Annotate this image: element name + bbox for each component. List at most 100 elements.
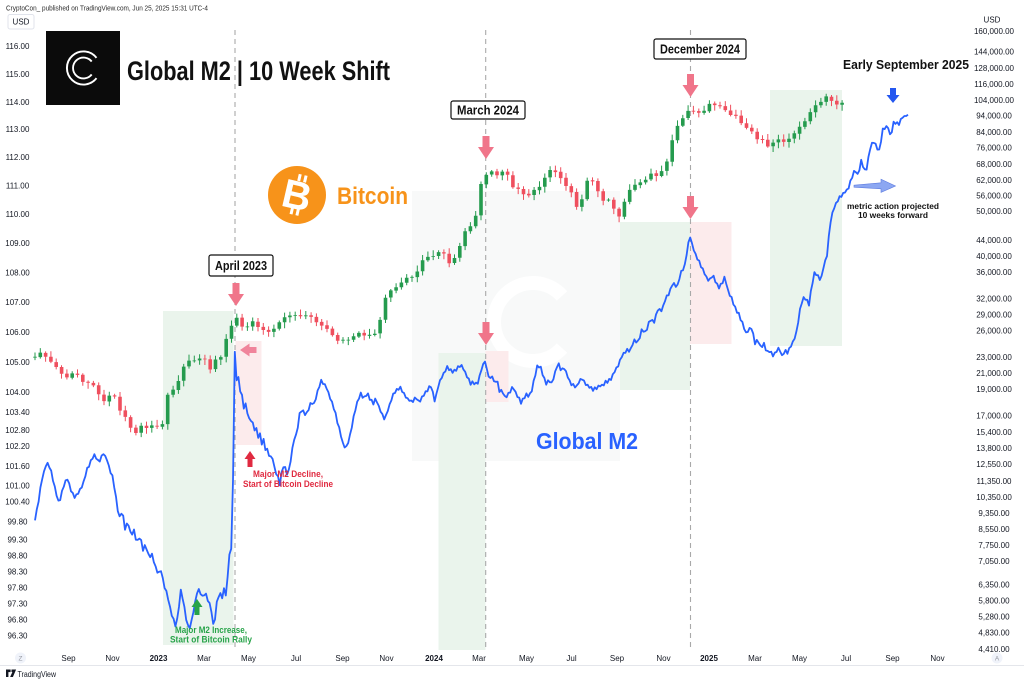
svg-text:160,000.00: 160,000.00 <box>974 27 1015 36</box>
svg-text:May: May <box>241 654 256 663</box>
svg-text:111.00: 111.00 <box>6 181 30 190</box>
svg-text:Major M2 Increase,: Major M2 Increase, <box>175 625 247 636</box>
svg-text:6,350.00: 6,350.00 <box>978 580 1010 589</box>
svg-text:102.80: 102.80 <box>5 426 30 435</box>
svg-text:2023: 2023 <box>150 654 168 663</box>
svg-text:Jul: Jul <box>566 654 576 663</box>
svg-text:17,000.00: 17,000.00 <box>976 411 1012 420</box>
svg-text:98.30: 98.30 <box>7 567 28 576</box>
svg-text:Nov: Nov <box>930 654 944 663</box>
svg-text:112.00: 112.00 <box>6 153 30 162</box>
svg-text:99.80: 99.80 <box>7 517 28 526</box>
svg-text:98.80: 98.80 <box>7 551 28 560</box>
svg-text:Nov: Nov <box>105 654 119 663</box>
svg-text:2025: 2025 <box>700 654 718 663</box>
svg-text:96.30: 96.30 <box>7 631 28 640</box>
svg-text:116,000.00: 116,000.00 <box>974 80 1014 89</box>
svg-text:metric action projected: metric action projected <box>847 202 939 211</box>
svg-text:May: May <box>792 654 807 663</box>
svg-text:Early September 2025: Early September 2025 <box>843 57 969 72</box>
svg-text:11,350.00: 11,350.00 <box>977 477 1013 486</box>
svg-text:CryptoCon_ published on Tradin: CryptoCon_ published on TradingView.com,… <box>6 4 208 13</box>
svg-text:Mar: Mar <box>197 654 211 663</box>
svg-text:TradingView: TradingView <box>18 670 57 679</box>
svg-text:4,830.00: 4,830.00 <box>978 628 1010 637</box>
svg-text:32,000.00: 32,000.00 <box>976 294 1012 303</box>
svg-text:103.40: 103.40 <box>5 408 30 417</box>
svg-text:36,000.00: 36,000.00 <box>976 268 1012 277</box>
svg-text:April 2023: April 2023 <box>215 259 267 273</box>
svg-text:May: May <box>519 654 534 663</box>
svg-text:50,000.00: 50,000.00 <box>976 207 1012 216</box>
svg-text:84,000.00: 84,000.00 <box>976 128 1012 137</box>
svg-text:19,000.00: 19,000.00 <box>976 385 1012 394</box>
svg-text:97.80: 97.80 <box>7 583 28 592</box>
svg-text:115.00: 115.00 <box>6 70 30 79</box>
svg-text:7,050.00: 7,050.00 <box>978 557 1010 566</box>
svg-text:113.00: 113.00 <box>6 125 30 134</box>
svg-text:Sep: Sep <box>335 654 350 663</box>
svg-text:USD: USD <box>13 18 30 27</box>
svg-text:Jul: Jul <box>291 654 301 663</box>
svg-text:101.60: 101.60 <box>5 462 30 471</box>
svg-text:97.30: 97.30 <box>7 599 28 608</box>
svg-text:4,410.00: 4,410.00 <box>978 645 1010 654</box>
svg-text:110.00: 110.00 <box>6 210 30 219</box>
svg-text:100.40: 100.40 <box>5 497 30 506</box>
svg-text:Sep: Sep <box>610 654 625 663</box>
svg-text:108.00: 108.00 <box>5 268 30 277</box>
svg-text:Nov: Nov <box>656 654 670 663</box>
svg-text:102.20: 102.20 <box>5 442 30 451</box>
svg-text:Mar: Mar <box>748 654 762 663</box>
svg-text:21,000.00: 21,000.00 <box>976 369 1012 378</box>
svg-text:96.80: 96.80 <box>7 615 28 624</box>
svg-text:7,750.00: 7,750.00 <box>978 541 1010 550</box>
svg-text:10,350.00: 10,350.00 <box>976 493 1012 502</box>
svg-text:Sep: Sep <box>61 654 76 663</box>
svg-text:Bitcoin: Bitcoin <box>337 183 408 210</box>
svg-text:105.00: 105.00 <box>5 358 30 367</box>
svg-text:62,000.00: 62,000.00 <box>976 176 1012 185</box>
svg-text:Nov: Nov <box>379 654 393 663</box>
svg-text:9,350.00: 9,350.00 <box>978 509 1010 518</box>
svg-text:Global M2: Global M2 <box>536 428 638 454</box>
svg-text:8,550.00: 8,550.00 <box>978 525 1010 534</box>
svg-text:44,000.00: 44,000.00 <box>976 236 1012 245</box>
svg-text:Jul: Jul <box>841 654 851 663</box>
svg-text:12,550.00: 12,550.00 <box>976 460 1012 469</box>
svg-text:15,400.00: 15,400.00 <box>976 428 1012 437</box>
svg-text:109.00: 109.00 <box>5 239 30 248</box>
svg-text:104,000.00: 104,000.00 <box>974 96 1015 105</box>
svg-text:23,000.00: 23,000.00 <box>976 353 1012 362</box>
svg-text:104.00: 104.00 <box>5 388 30 397</box>
svg-text:Start of Bitcoin Rally: Start of Bitcoin Rally <box>170 635 253 646</box>
svg-text:56,000.00: 56,000.00 <box>976 191 1012 200</box>
svg-text:128,000.00: 128,000.00 <box>974 64 1015 73</box>
svg-text:40,000.00: 40,000.00 <box>976 252 1012 261</box>
svg-text:5,280.00: 5,280.00 <box>978 612 1010 621</box>
svg-text:94,000.00: 94,000.00 <box>976 111 1012 120</box>
svg-text:Major M2 Decline,: Major M2 Decline, <box>253 469 323 480</box>
svg-text:March 2024: March 2024 <box>457 104 519 118</box>
svg-text:Start of Bitcoin Decline: Start of Bitcoin Decline <box>243 479 333 490</box>
svg-text:13,800.00: 13,800.00 <box>976 444 1012 453</box>
svg-text:5,800.00: 5,800.00 <box>978 596 1010 605</box>
svg-text:26,000.00: 26,000.00 <box>976 326 1012 335</box>
svg-text:144,000.00: 144,000.00 <box>974 47 1015 56</box>
svg-text:29,000.00: 29,000.00 <box>976 310 1012 319</box>
svg-text:USD: USD <box>984 16 1001 25</box>
svg-text:December 2024: December 2024 <box>660 43 740 57</box>
svg-text:Z: Z <box>19 656 23 663</box>
svg-text:107.00: 107.00 <box>5 298 30 307</box>
svg-text:116.00: 116.00 <box>6 42 30 51</box>
svg-text:10 weeks forward: 10 weeks forward <box>858 211 928 220</box>
svg-text:114.00: 114.00 <box>6 98 30 107</box>
svg-text:68,000.00: 68,000.00 <box>976 160 1012 169</box>
svg-text:Global M2 | 10 Week Shift: Global M2 | 10 Week Shift <box>127 56 390 86</box>
svg-text:A: A <box>995 656 1000 663</box>
svg-text:2024: 2024 <box>425 654 443 663</box>
svg-text:101.00: 101.00 <box>5 481 30 490</box>
svg-text:99.30: 99.30 <box>7 535 28 544</box>
svg-text:Sep: Sep <box>885 654 900 663</box>
svg-text:106.00: 106.00 <box>5 328 30 337</box>
